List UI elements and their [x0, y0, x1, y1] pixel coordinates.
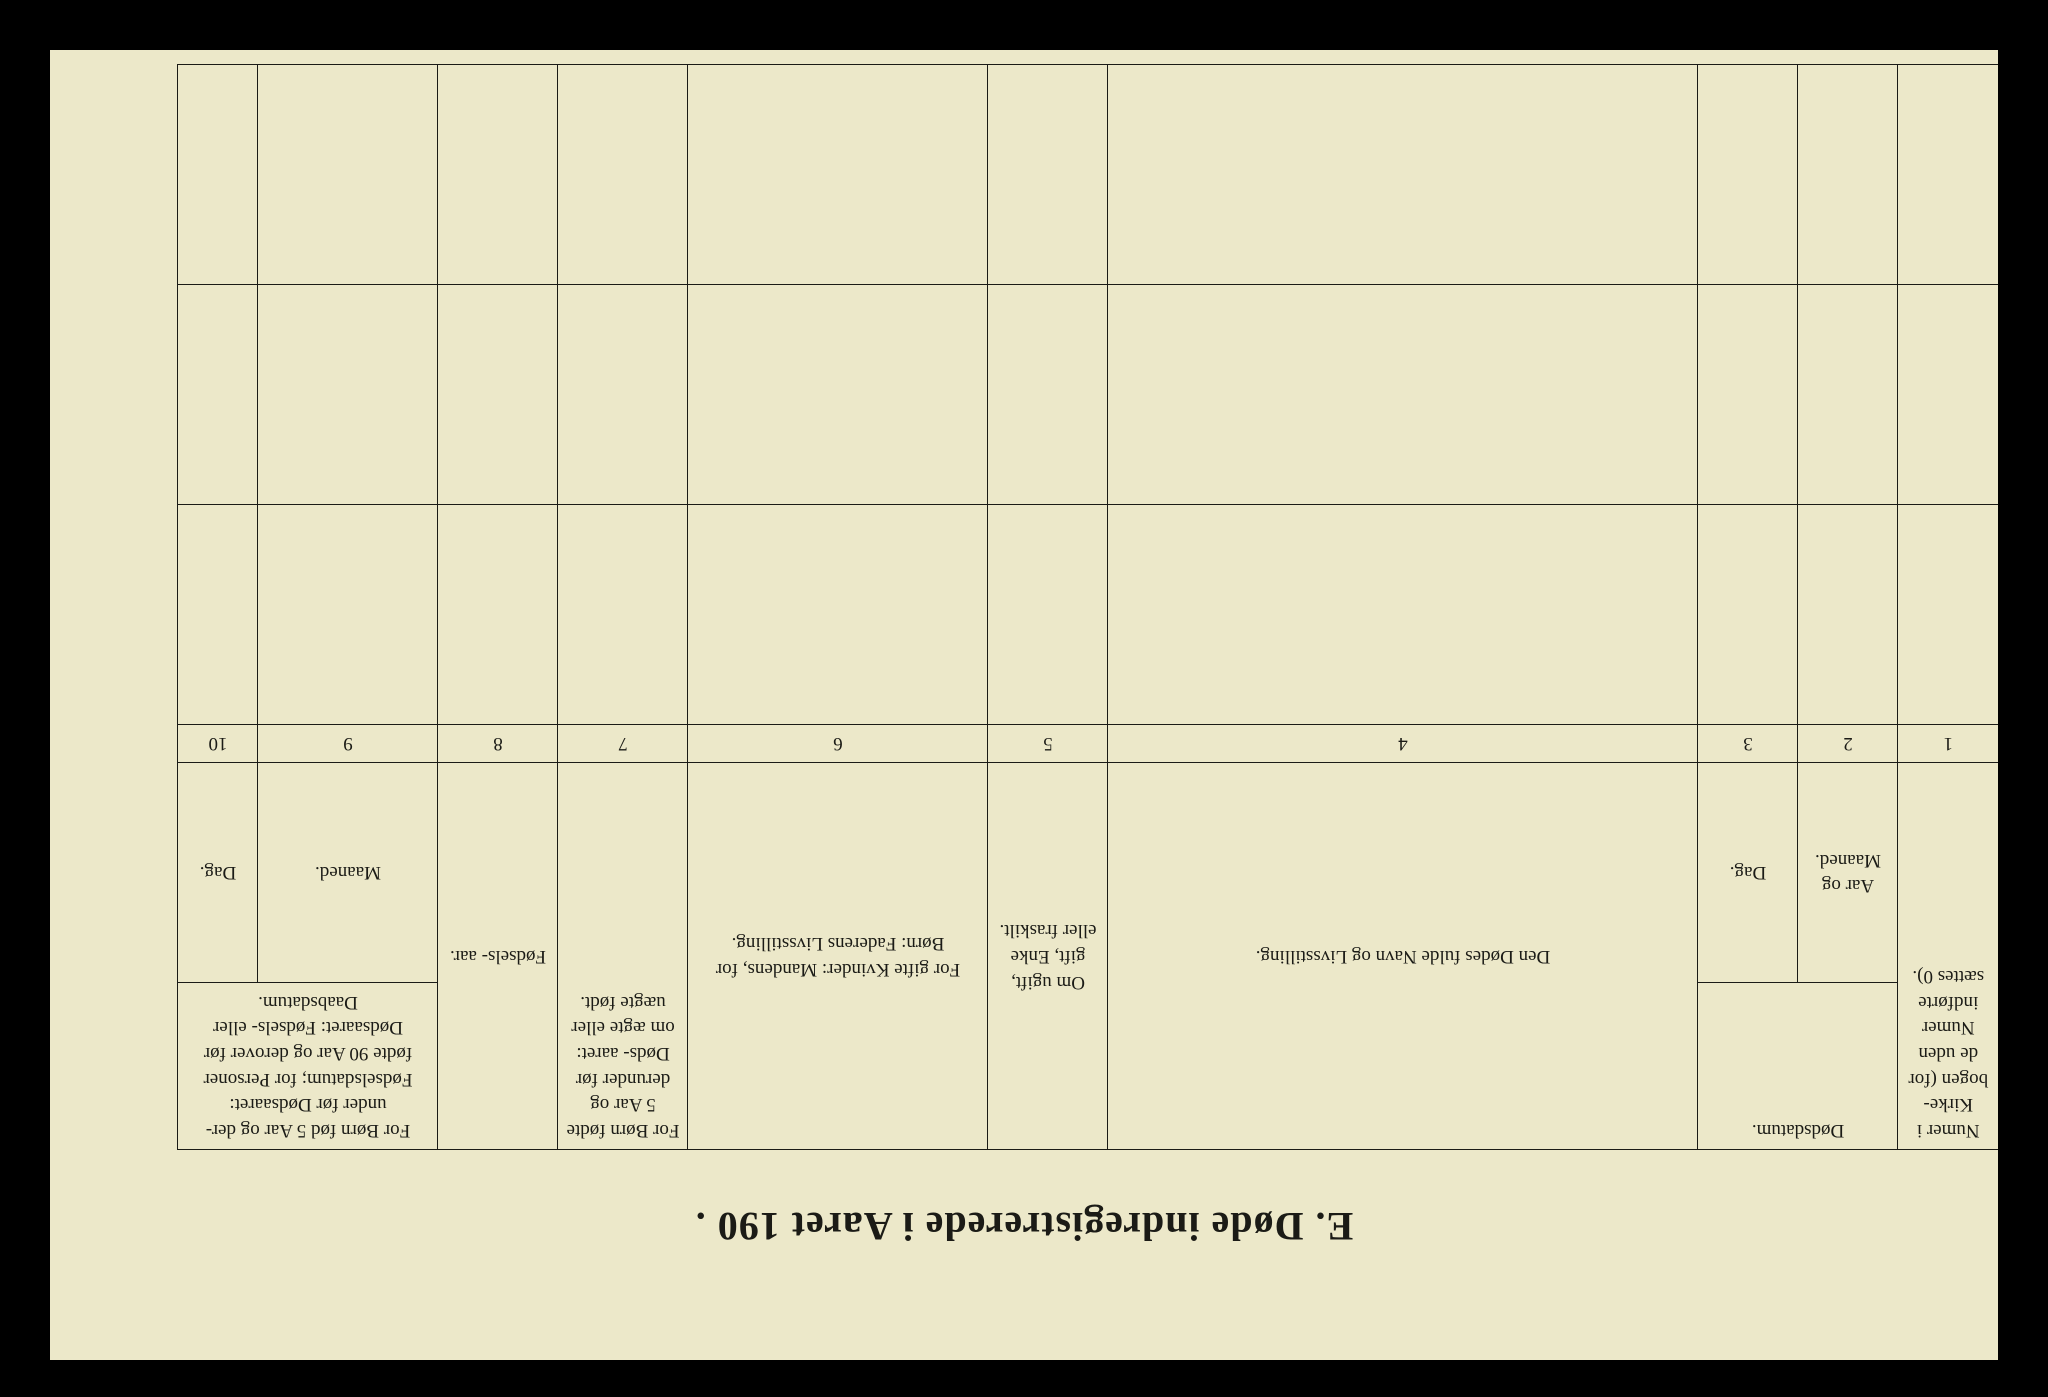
col-group-fodselsdatum: For Børn fød 5 Aar og der- under før Død…: [178, 983, 438, 1150]
col-header-dod-dag: Dag.: [1698, 763, 1798, 983]
register-table: Numer i Kirke- bogen (for de uden Numer …: [178, 64, 1999, 1150]
col-header-civilstand: Om ugift, gift, Enke eller fraskilt.: [988, 763, 1108, 1150]
col-header-numer: Numer i Kirke- bogen (for de uden Numer …: [1898, 763, 1998, 1150]
col-header-navn: Den Dødes fulde Navn og Livsstilling.: [1108, 763, 1698, 1150]
table-row: [178, 284, 1998, 504]
colnum-7: 7: [558, 724, 688, 763]
colnum-4: 4: [1108, 724, 1698, 763]
table-row: [178, 504, 1998, 724]
table-row: [178, 64, 1998, 284]
colnum-1: 1: [1898, 724, 1998, 763]
colnum-3: 3: [1698, 724, 1798, 763]
col-header-mand-fader: For gifte Kvinder: Mandens, for Børn: Fa…: [688, 763, 988, 1150]
col-group-dodsdatum: Dødsdatum.: [1698, 983, 1898, 1150]
col-header-dod-aar-maaned: Aar og Maaned.: [1798, 763, 1898, 983]
colnum-10: 10: [178, 724, 258, 763]
colnum-5: 5: [988, 724, 1108, 763]
colnum-9: 9: [258, 724, 438, 763]
colnum-8: 8: [438, 724, 558, 763]
torn-edge: [50, 50, 1998, 56]
col-header-fod-dag: Dag.: [178, 763, 258, 983]
colnum-6: 6: [688, 724, 988, 763]
page-background: ndekjøn. E. Døde indregistrerede i Aaret…: [50, 50, 1998, 1360]
colnum-2: 2: [1798, 724, 1898, 763]
col-header-aegte: For Børn fødte 5 Aar og derunder før Død…: [558, 763, 688, 1150]
page-title: E. Døde indregistrerede i Aaret 190 .: [50, 1203, 1998, 1250]
col-header-fod-maaned: Maaned.: [258, 763, 438, 983]
preheader-fragment: ndekjøn.: [90, 1298, 191, 1330]
paper-sheet: ndekjøn. E. Døde indregistrerede i Aaret…: [50, 50, 1998, 1360]
col-header-fodselsaar: Fødsels- aar.: [438, 763, 558, 1150]
